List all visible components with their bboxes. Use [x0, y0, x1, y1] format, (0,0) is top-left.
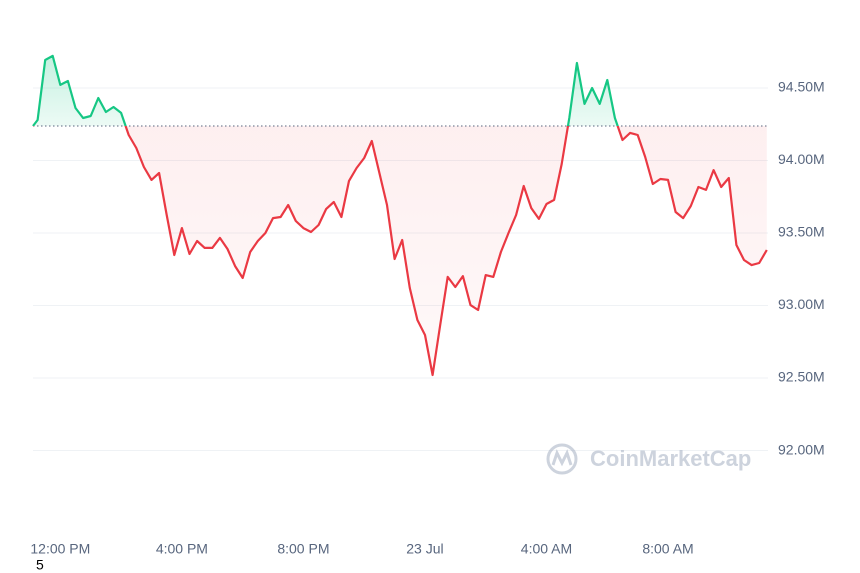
- x-tick-label: 4:00 PM: [156, 541, 208, 557]
- x-tick-label: 4:00 AM: [521, 541, 572, 557]
- watermark-logo: [546, 443, 578, 475]
- x-tick-label: 23 Jul: [406, 541, 443, 557]
- y-tick-label: 94.00M: [778, 151, 825, 167]
- footnote: 5: [36, 557, 44, 573]
- y-tick-label: 92.50M: [778, 369, 825, 385]
- watermark: CoinMarketCap: [546, 443, 751, 475]
- y-tick-label: 93.00M: [778, 296, 825, 312]
- x-tick-label: 12:00 PM: [30, 541, 90, 557]
- x-tick-label: 8:00 PM: [277, 541, 329, 557]
- price-line: [32, 54, 768, 377]
- watermark-logo-m: [551, 449, 573, 467]
- y-tick-label: 93.50M: [778, 224, 825, 240]
- x-tick-label: 8:00 AM: [642, 541, 693, 557]
- y-tick-label: 92.00M: [778, 441, 825, 457]
- watermark-text: CoinMarketCap: [590, 446, 751, 471]
- y-tick-label: 94.50M: [778, 79, 825, 95]
- area: [33, 55, 767, 376]
